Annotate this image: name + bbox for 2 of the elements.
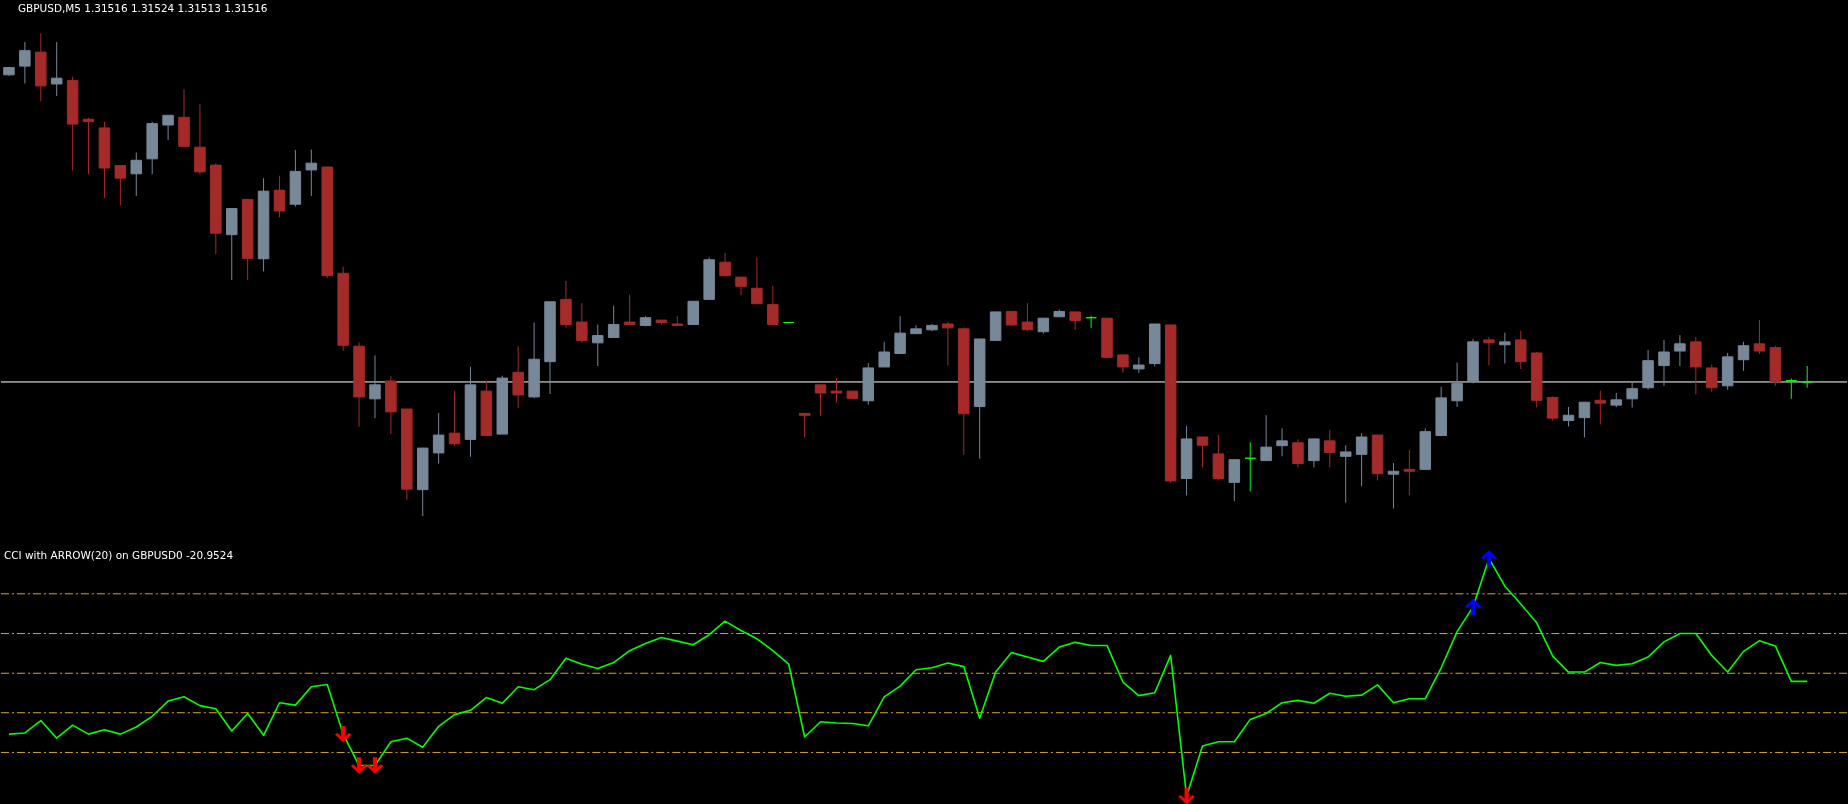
- chart-title: GBPUSD,M5 1.31516 1.31524 1.31513 1.31516: [17, 2, 268, 15]
- chart-title: CCI with ARROW(20) on GBPUSD0 -20.9524: [4, 548, 234, 561]
